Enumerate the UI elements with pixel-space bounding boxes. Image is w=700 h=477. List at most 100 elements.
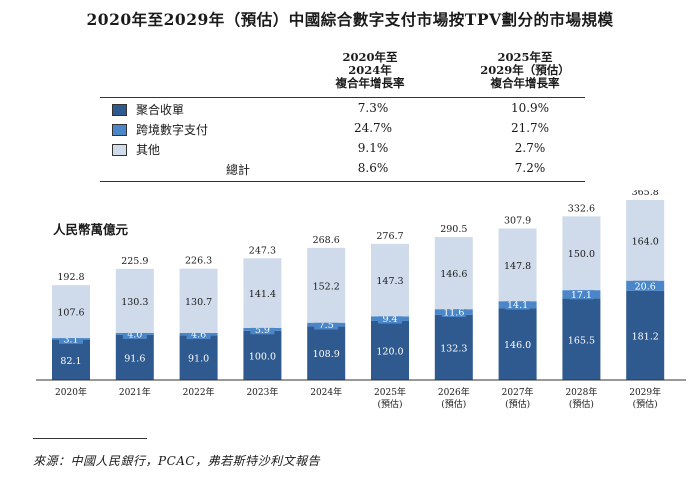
data-label: 91.0 bbox=[188, 354, 209, 365]
data-label: 130.3 bbox=[121, 297, 148, 308]
data-label: 14.1 bbox=[507, 300, 528, 311]
x-tick-label: 2028年 bbox=[565, 386, 597, 398]
x-tick-label: (預估) bbox=[377, 398, 402, 410]
swatch-aggregated bbox=[112, 104, 127, 116]
data-label-bg bbox=[314, 318, 339, 330]
x-tick-label: 2023年 bbox=[246, 386, 278, 398]
data-label: 4.0 bbox=[127, 329, 142, 340]
bar-segment bbox=[371, 320, 409, 380]
data-label: 91.6 bbox=[124, 353, 145, 364]
x-tick-label: 2021年 bbox=[119, 386, 151, 398]
table-top-rule bbox=[100, 97, 585, 98]
data-label-bg bbox=[633, 279, 658, 291]
bar-segment bbox=[626, 200, 665, 281]
table-row-others: 其他 9.1% 2.7% bbox=[100, 140, 585, 159]
data-label: 130.7 bbox=[185, 297, 212, 308]
data-label: 100.0 bbox=[249, 351, 276, 362]
stacked-bar-chart: 82.1 3.1 107.6 192.8 2020年 91.6 4.0 130.3 225.9 2… bbox=[36, 190, 686, 410]
table-bottom-rule bbox=[100, 181, 585, 182]
bar-segment bbox=[179, 268, 218, 333]
total-label: 192.8 bbox=[57, 272, 84, 283]
bar-segment bbox=[307, 247, 346, 323]
data-label: 150.0 bbox=[568, 249, 595, 260]
total-label: 307.9 bbox=[504, 215, 531, 226]
bar-segment bbox=[434, 314, 473, 380]
chart-title: 2020年至2029年（預估）中國綜合數字支付市場按TPV劃分的市場規模 bbox=[86, 10, 614, 29]
data-label: 146.6 bbox=[440, 269, 467, 280]
bar-segment bbox=[115, 334, 154, 380]
bar-segment bbox=[498, 228, 537, 302]
table-row-crossborder: 跨境數字支付 24.7% 21.7% bbox=[100, 120, 585, 139]
bar-segment bbox=[243, 258, 282, 328]
data-label-bg bbox=[441, 306, 466, 318]
data-label: 107.6 bbox=[57, 308, 84, 319]
source-note: 來源：中國人民銀行，PCAC，弗若斯特沙利文報告 bbox=[33, 454, 321, 468]
x-tick-label: 2027年 bbox=[502, 386, 534, 398]
x-tick-label: 2020年 bbox=[55, 386, 87, 398]
bar-segment bbox=[307, 326, 346, 380]
data-label-bg bbox=[505, 298, 530, 310]
unit-label: 人民幣萬億元 bbox=[53, 222, 129, 237]
x-tick-label: 2024年 bbox=[310, 386, 342, 398]
total-label: 365.8 bbox=[632, 190, 659, 198]
total-label: 290.5 bbox=[440, 224, 467, 235]
total-label: 332.6 bbox=[568, 203, 595, 214]
data-label: 164.0 bbox=[632, 236, 659, 247]
bar-segment bbox=[626, 290, 665, 380]
bar-segment bbox=[434, 237, 473, 310]
x-tick-label: 2025年 bbox=[374, 386, 406, 398]
data-label-bg bbox=[186, 328, 211, 340]
data-label: 147.3 bbox=[376, 276, 403, 287]
data-label-bg bbox=[378, 312, 402, 324]
data-label-bg bbox=[569, 288, 594, 300]
table-row-total: 總計 8.6% 7.2% bbox=[226, 161, 546, 177]
x-tick-label: (預估) bbox=[633, 398, 658, 410]
total-label: 247.3 bbox=[249, 245, 276, 256]
data-label: 181.2 bbox=[632, 331, 659, 342]
bar-segment bbox=[243, 330, 282, 380]
data-label: 82.1 bbox=[60, 356, 81, 367]
total-label: 276.7 bbox=[376, 231, 403, 242]
total-label: 226.3 bbox=[185, 256, 212, 267]
x-tick-label: (預估) bbox=[441, 398, 466, 410]
data-label: 141.4 bbox=[249, 289, 276, 300]
data-label: 165.5 bbox=[568, 335, 595, 346]
x-tick-label: 2026年 bbox=[438, 386, 470, 398]
source-rule bbox=[33, 438, 147, 439]
data-label: 7.5 bbox=[319, 320, 334, 331]
cagr-2020-2024-header: 2020年至 2024年 複合年增長率 bbox=[335, 50, 405, 90]
bar-segment bbox=[562, 216, 601, 291]
data-label: 120.0 bbox=[376, 346, 403, 357]
data-label-bg bbox=[59, 332, 83, 344]
data-label: 132.3 bbox=[440, 343, 467, 354]
bar-segment bbox=[498, 308, 537, 380]
data-label: 108.9 bbox=[313, 349, 340, 360]
bar-segment bbox=[52, 285, 90, 339]
bar-segment bbox=[179, 335, 218, 380]
data-label: 146.0 bbox=[504, 340, 531, 351]
data-label: 3.1 bbox=[63, 334, 78, 345]
bar-segment bbox=[115, 268, 154, 333]
total-label: 268.6 bbox=[313, 235, 340, 246]
data-label: 147.8 bbox=[504, 261, 531, 272]
x-tick-label: 2022年 bbox=[183, 386, 215, 398]
swatch-crossborder bbox=[112, 124, 127, 136]
data-label: 11.6 bbox=[443, 308, 464, 319]
bar-segment bbox=[371, 243, 409, 317]
bar-segment bbox=[562, 298, 601, 380]
data-label: 5.9 bbox=[255, 325, 270, 336]
swatch-others bbox=[112, 144, 127, 156]
data-label: 17.1 bbox=[571, 290, 592, 301]
x-tick-label: 2029年 bbox=[629, 386, 661, 398]
x-tick-label: (預估) bbox=[505, 398, 530, 410]
data-label: 152.2 bbox=[313, 281, 340, 292]
data-label-bg bbox=[250, 323, 275, 335]
data-label: 9.4 bbox=[382, 314, 397, 325]
table-row-aggregated: 聚合收單 7.3% 10.9% bbox=[100, 100, 585, 119]
data-label: 20.6 bbox=[635, 281, 656, 292]
cagr-2025-2029-header: 2025年至 2029年（預估） 複合年增長率 bbox=[480, 50, 570, 90]
data-label: 4.6 bbox=[191, 330, 206, 341]
x-tick-label: (預估) bbox=[569, 398, 594, 410]
data-label-bg bbox=[122, 327, 147, 339]
total-label: 225.9 bbox=[121, 256, 148, 267]
